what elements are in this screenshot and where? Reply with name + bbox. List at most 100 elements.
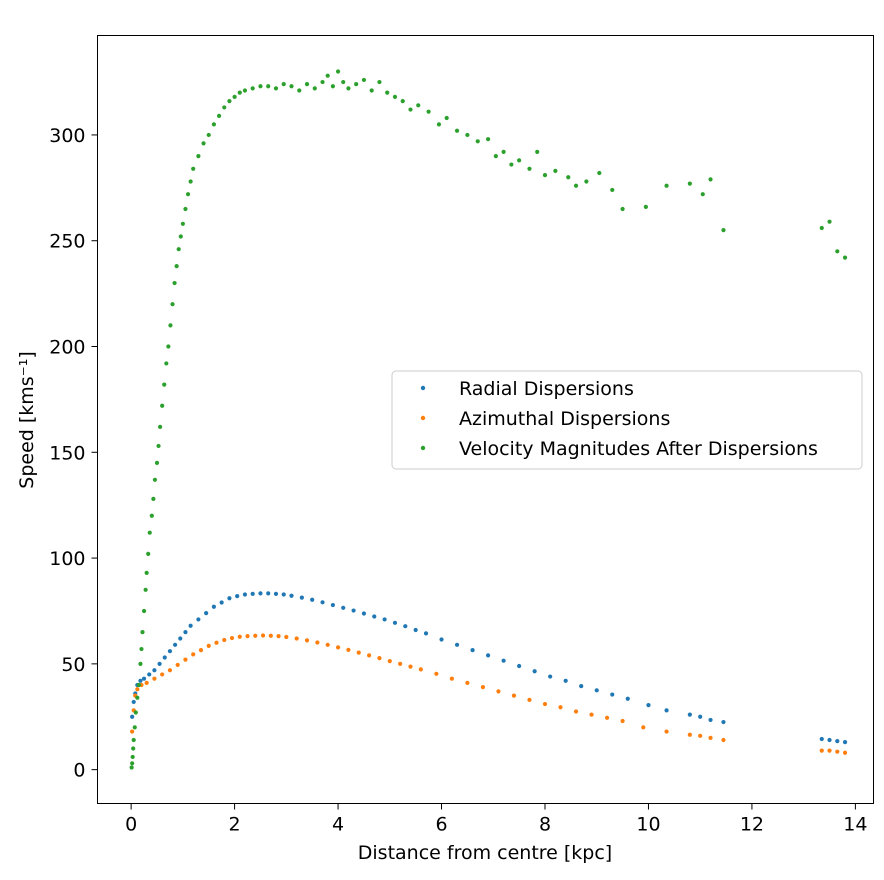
axis-ticks: 0 2 4 6 8 10 12 14 0 50 100 150 200 250 300 <box>49 125 867 836</box>
data-point <box>140 630 145 635</box>
data-point <box>361 77 367 83</box>
data-point <box>281 82 286 87</box>
data-point <box>188 623 193 628</box>
data-point <box>160 672 165 677</box>
data-point <box>625 696 630 701</box>
data-point <box>643 204 648 209</box>
data-point <box>312 86 317 91</box>
data-point <box>392 620 398 625</box>
data-point <box>439 637 444 642</box>
data-point <box>385 90 390 95</box>
data-point <box>191 166 196 171</box>
data-point <box>346 647 351 653</box>
data-point <box>341 79 346 85</box>
data-point <box>250 86 255 91</box>
data-point <box>258 591 263 596</box>
data-point <box>191 652 196 657</box>
x-tick-label: 6 <box>435 814 447 836</box>
plot-frame <box>97 35 874 804</box>
data-point <box>341 605 346 610</box>
data-point <box>584 179 589 184</box>
x-tick-label: 10 <box>636 814 660 836</box>
y-axis-label: Speed [kms⁻¹] <box>16 351 38 488</box>
y-tick-label: 300 <box>49 125 85 147</box>
data-point <box>250 591 255 596</box>
data-point <box>130 761 135 766</box>
data-point <box>493 154 498 159</box>
data-point <box>641 725 646 730</box>
data-point <box>369 88 374 93</box>
data-point <box>573 709 579 714</box>
data-point <box>235 594 240 599</box>
data-point <box>130 754 135 760</box>
data-point <box>152 676 157 681</box>
data-point <box>721 228 726 233</box>
data-point <box>178 636 183 641</box>
data-point <box>206 132 211 138</box>
data-point <box>687 732 692 737</box>
data-point <box>418 667 423 672</box>
data-point <box>589 712 594 717</box>
data-point <box>141 608 147 614</box>
data-point <box>708 717 713 723</box>
data-point <box>157 661 162 666</box>
data-point <box>201 141 206 146</box>
data-point <box>211 604 216 609</box>
data-point <box>465 132 470 138</box>
data-point <box>266 591 271 596</box>
data-point <box>377 79 382 85</box>
data-point <box>276 634 281 639</box>
data-point <box>151 496 156 501</box>
series-2 <box>129 69 848 770</box>
data-point <box>172 280 177 286</box>
data-point <box>827 737 832 743</box>
data-point <box>281 592 286 597</box>
data-point <box>354 82 359 87</box>
data-point <box>517 158 522 163</box>
data-point <box>436 122 442 127</box>
plot-area <box>129 69 848 770</box>
legend: Radial Dispersions Azimuthal Dispersions… <box>391 370 863 470</box>
series-0 <box>130 591 848 745</box>
data-point <box>444 115 449 121</box>
data-point <box>211 122 216 127</box>
data-point <box>160 403 165 408</box>
data-point <box>356 650 361 655</box>
data-point <box>351 608 356 613</box>
data-point <box>842 740 848 745</box>
data-point <box>687 712 692 717</box>
y-tick-label: 150 <box>49 442 85 464</box>
data-point <box>563 678 568 683</box>
data-point <box>131 737 136 743</box>
data-point <box>501 149 506 154</box>
data-point <box>273 86 279 91</box>
data-point <box>664 708 669 713</box>
data-point <box>708 177 713 182</box>
data-point <box>532 669 537 674</box>
data-point <box>167 668 173 673</box>
data-point <box>183 206 188 212</box>
data-point <box>664 183 669 188</box>
data-point <box>423 631 429 636</box>
data-point <box>196 617 201 622</box>
data-point <box>485 653 491 658</box>
x-tick-label: 2 <box>229 814 241 836</box>
data-point <box>176 247 181 252</box>
data-point <box>382 617 387 622</box>
data-point <box>413 627 418 633</box>
data-point <box>289 593 294 598</box>
data-point <box>426 109 431 114</box>
data-point <box>664 729 669 734</box>
data-point <box>367 653 372 658</box>
data-point <box>346 86 351 91</box>
data-point <box>501 658 506 663</box>
data-point <box>232 94 237 99</box>
data-point <box>139 646 144 652</box>
data-point <box>222 105 227 110</box>
data-point <box>325 73 330 78</box>
data-point <box>144 680 149 686</box>
data-point <box>454 128 460 133</box>
data-point <box>143 587 148 592</box>
data-point <box>175 662 180 668</box>
